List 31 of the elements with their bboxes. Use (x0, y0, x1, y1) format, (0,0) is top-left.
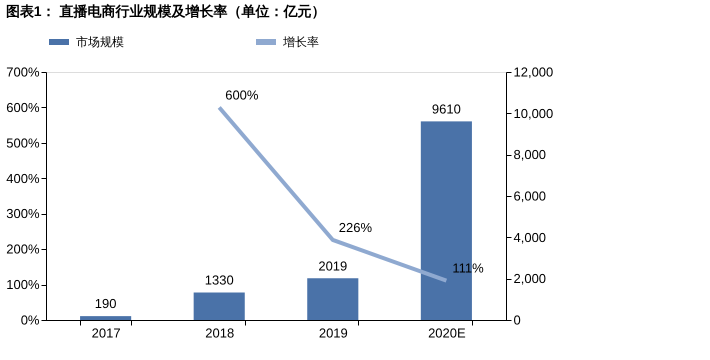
chart-title: 图表1： 直播电商行业规模及增长率（单位：亿元） (6, 3, 326, 19)
data-label: 226% (338, 220, 372, 235)
y2-tick-label: 0 (514, 312, 521, 328)
y-tick-label: 700% (6, 64, 40, 80)
legend-label: 市场规模 (76, 35, 124, 49)
y-tick-label: 0% (20, 312, 40, 328)
data-label: 1330 (204, 272, 234, 288)
legend-label: 增长率 (282, 35, 319, 49)
data-label: 2019 (318, 258, 348, 274)
y2-tick-label: 12,000 (514, 64, 554, 80)
y2-tick-label: 6,000 (514, 188, 546, 204)
y-tick-label: 200% (6, 242, 40, 257)
y-tick-label: 300% (6, 206, 40, 222)
x-tick-label: 2017 (92, 326, 121, 340)
bar (307, 278, 358, 320)
data-label: 9610 (432, 101, 461, 116)
bar (80, 316, 132, 320)
x-tick-label: 2020E (428, 326, 466, 340)
x-tick-label: 2018 (205, 326, 234, 340)
y-tick-label: 500% (6, 135, 40, 150)
y2-tick-label: 4,000 (514, 230, 546, 245)
y2-tick-label: 10,000 (514, 106, 554, 121)
bar (194, 292, 245, 320)
data-label: 190 (94, 296, 116, 312)
y-tick-label: 600% (6, 100, 40, 115)
y2-tick-label: 2,000 (514, 271, 546, 286)
y-tick-label: 400% (6, 170, 40, 186)
data-label: 600% (225, 87, 259, 102)
y2-tick-label: 8,000 (514, 147, 546, 162)
x-tick-label: 2019 (318, 326, 348, 340)
y-tick-label: 100% (6, 277, 40, 292)
